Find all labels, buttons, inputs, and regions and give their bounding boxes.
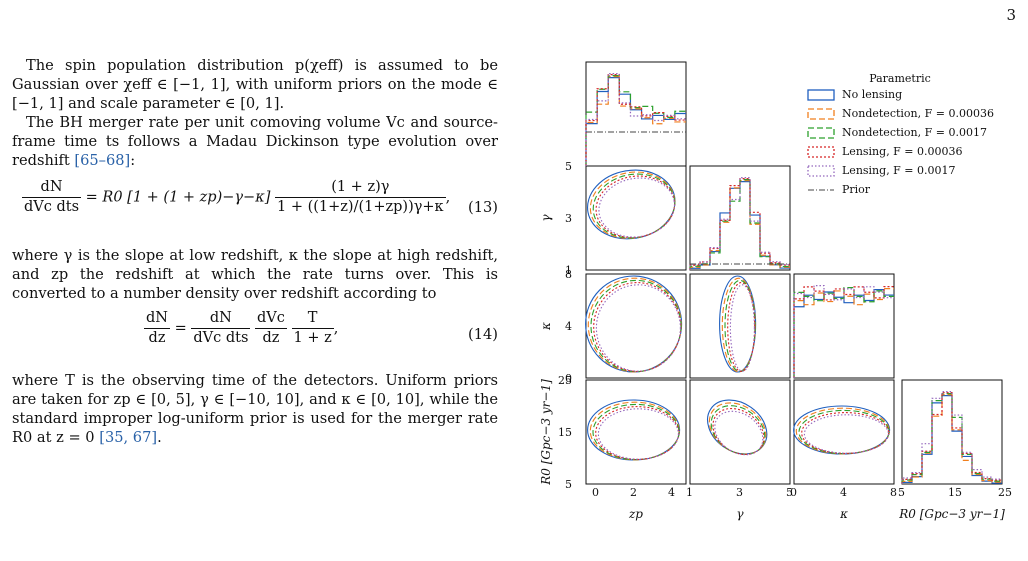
panel-0-0: [585, 61, 687, 167]
x-axis-label: zp: [628, 507, 643, 521]
panel-2-1: [689, 273, 791, 379]
contour-line: [589, 171, 676, 239]
panel-1-0: [585, 165, 687, 271]
legend-entry: Nondetection, F = 0.0017: [842, 126, 987, 139]
marginal-hist-line: [689, 180, 790, 270]
y-tick-label: 4: [565, 320, 572, 333]
equation-13: dN dVc dts = R0 [1 + (1 + zp)−γ−κ] (1 + z…: [22, 179, 498, 216]
contour-line: [595, 284, 681, 372]
legend-swatch: [807, 127, 835, 139]
marginal-hist-line: [585, 74, 686, 166]
x-tick-label: 8: [890, 486, 897, 499]
x-tick-label: 25: [998, 486, 1012, 499]
paragraph-spin: The spin population distribution p(χeff)…: [12, 57, 498, 112]
x-tick-label: 15: [948, 486, 962, 499]
panel-3-0: [585, 379, 687, 485]
paragraph-rate: The BH merger rate per unit comoving vol…: [12, 114, 498, 169]
x-tick-label: 2: [630, 486, 637, 499]
y-tick-label: 15: [558, 426, 572, 439]
legend-entry: Lensing, F = 0.0017: [842, 164, 956, 177]
marginal-hist-line: [793, 289, 894, 378]
marginal-hist-line: [585, 75, 686, 166]
equation-number: (14): [468, 326, 498, 343]
contour-line: [803, 414, 889, 454]
equation-number: (13): [468, 199, 498, 216]
x-tick-label: 5: [898, 486, 905, 499]
legend-title: Parametric: [869, 72, 931, 85]
marginal-hist-line: [901, 392, 1002, 484]
contour-line: [598, 177, 676, 238]
legend-entry: Nondetection, F = 0.00036: [842, 107, 994, 120]
contour-line: [714, 410, 764, 456]
x-axis-label: γ: [736, 507, 744, 521]
legend-entry: No lensing: [842, 88, 902, 101]
contour-line: [597, 408, 679, 460]
citation-link[interactable]: [35, 67]: [99, 429, 158, 446]
y-tick-label: 3: [565, 212, 572, 225]
contour-line: [801, 412, 890, 454]
paragraph-slopes: where γ is the slope at low redshift, κ …: [12, 247, 498, 302]
contour-line: [729, 284, 755, 372]
contour-line: [592, 173, 676, 239]
marginal-hist-line: [585, 76, 686, 166]
y-axis-label: κ: [539, 322, 553, 331]
y-axis-label: γ: [539, 214, 553, 222]
y-axis-label: R0 [Gpc−3 yr−1]: [539, 379, 553, 486]
x-tick-label: 4: [668, 486, 675, 499]
y-tick-label: 1: [565, 264, 572, 277]
legend-swatch: [807, 89, 835, 101]
page-number: 3: [1006, 6, 1016, 24]
x-tick-label: 0: [790, 486, 797, 499]
contour-line: [587, 399, 681, 461]
panel-3-3: [901, 379, 1003, 485]
citation-link[interactable]: [65–68]: [74, 152, 131, 169]
contour-line: [590, 279, 682, 373]
contour-line: [592, 403, 680, 461]
marginal-hist-line: [793, 285, 894, 378]
corner-plot-figure: 0 2 4 1 3 5 0 4 8 5 15 25 1 3 5 0 4 8 5 15 25 zp γ κ R0 [Gpc−3 y…: [530, 56, 1026, 556]
x-tick-label: 4: [840, 486, 847, 499]
marginal-hist-line: [585, 77, 686, 166]
contour-line: [587, 277, 682, 373]
legend-swatch: [807, 146, 835, 158]
x-axis-label: R0 [Gpc−3 yr−1]: [898, 507, 1005, 521]
x-tick-label: 1: [686, 486, 693, 499]
panel-3-1: [689, 379, 791, 485]
y-tick-label: 25: [558, 374, 572, 387]
contour-line: [587, 169, 676, 240]
panel-2-0: [585, 273, 687, 379]
x-axis-label: κ: [839, 507, 848, 521]
paragraph-priors: where T is the observing time of the det…: [12, 372, 498, 446]
marginal-hist-line: [689, 181, 790, 270]
legend-swatch: [807, 108, 835, 120]
text-column: The spin population distribution p(χeff)…: [12, 56, 498, 447]
legend-swatch: [807, 165, 835, 177]
panel-1-1: [689, 165, 791, 271]
legend-entry: Lensing, F = 0.00036: [842, 145, 963, 158]
marginal-hist-line: [585, 73, 686, 166]
x-tick-label: 5: [786, 486, 793, 499]
y-tick-label: 5: [565, 160, 572, 173]
marginal-hist-line: [901, 391, 1002, 484]
x-tick-label: 3: [736, 486, 743, 499]
panel-3-2: [793, 379, 895, 485]
contour-line: [585, 275, 683, 373]
legend-entry: Prior: [842, 183, 871, 196]
y-tick-label: 8: [565, 268, 572, 281]
marginal-hist-line: [689, 177, 790, 270]
x-tick-label: 0: [592, 486, 599, 499]
y-tick-label: 5: [565, 478, 572, 491]
y-tick-label: 0: [565, 372, 572, 385]
